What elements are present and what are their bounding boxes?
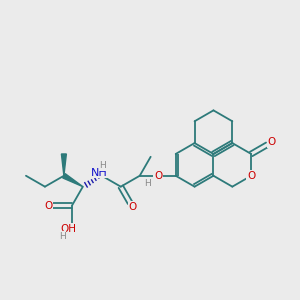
Text: O: O xyxy=(128,202,136,212)
Text: H: H xyxy=(99,161,106,170)
Polygon shape xyxy=(61,154,66,176)
Text: O: O xyxy=(154,171,162,181)
Polygon shape xyxy=(63,174,83,187)
Text: O: O xyxy=(247,171,255,181)
Text: O: O xyxy=(44,201,52,211)
Text: OH: OH xyxy=(60,224,76,234)
Text: H: H xyxy=(144,179,151,188)
Text: H: H xyxy=(59,232,65,241)
Text: O: O xyxy=(267,137,276,147)
Text: NH: NH xyxy=(91,168,107,178)
